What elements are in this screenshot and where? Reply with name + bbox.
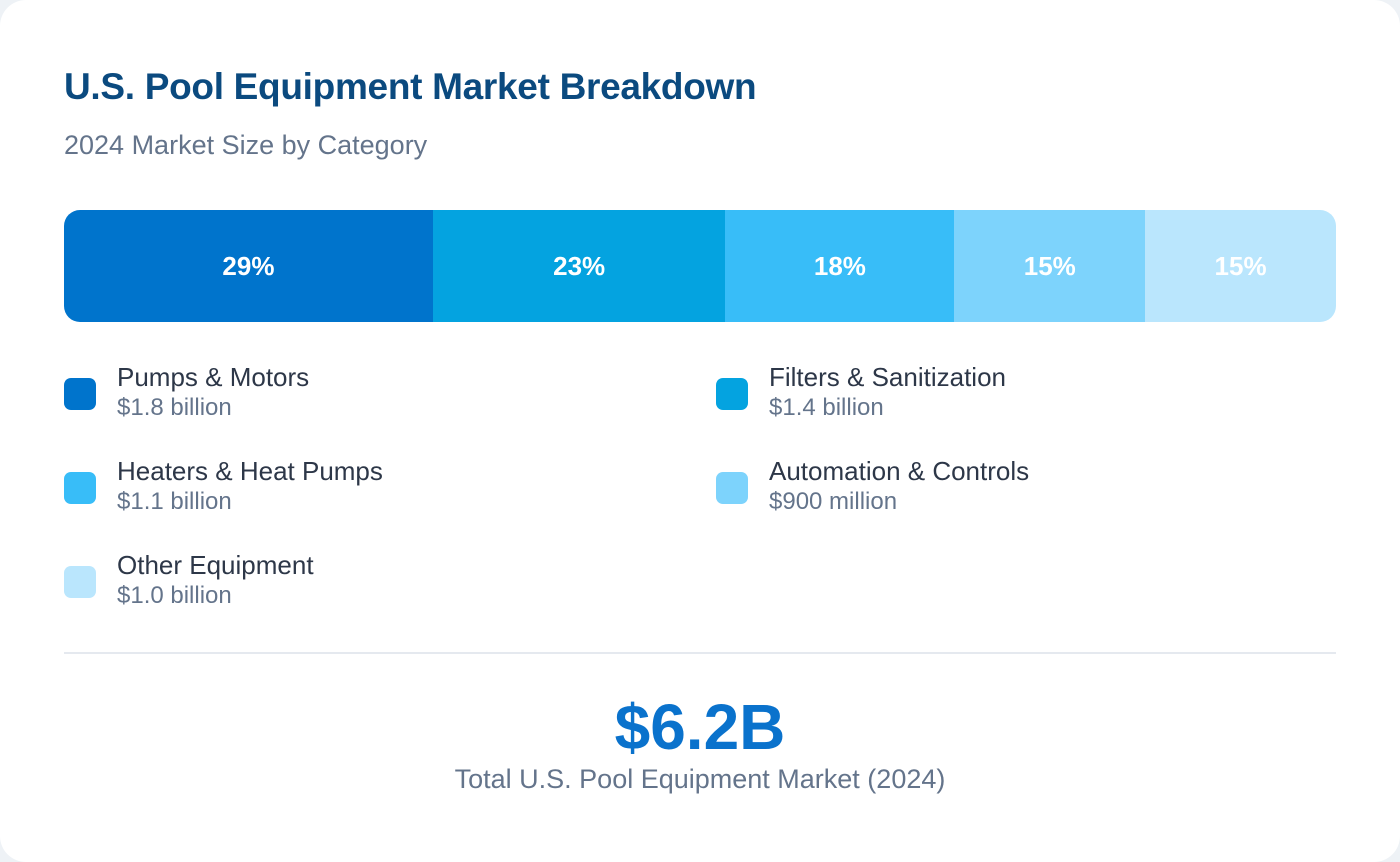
legend-value: $1.4 billion <box>769 394 884 421</box>
legend-name: Pumps & Motors <box>117 362 310 392</box>
bar-segment: 15% <box>1145 210 1336 322</box>
legend-name: Automation & Controls <box>769 456 1030 486</box>
chart-title: U.S. Pool Equipment Market Breakdown <box>64 66 757 107</box>
legend-name: Filters & Sanitization <box>769 362 1006 392</box>
bar-segment: 18% <box>725 210 955 322</box>
chart-subtitle: 2024 Market Size by Category <box>64 130 428 160</box>
legend-swatch <box>64 378 96 410</box>
segment-label: 15% <box>1214 250 1267 281</box>
segment-label: 23% <box>553 250 606 281</box>
legend-value: $1.0 billion <box>117 582 232 609</box>
legend-swatch <box>716 472 748 504</box>
legend-value: $1.8 billion <box>117 394 232 421</box>
legend-item: Automation & Controls $900 million <box>716 456 1316 526</box>
legend-name: Other Equipment <box>117 550 314 580</box>
divider <box>64 652 1336 654</box>
segment-label: 18% <box>813 250 866 281</box>
legend-item: Filters & Sanitization $1.4 billion <box>716 362 1316 432</box>
legend-value: $900 million <box>769 488 898 515</box>
legend-swatch <box>64 472 96 504</box>
legend-value: $1.1 billion <box>117 488 232 515</box>
total-label: Total U.S. Pool Equipment Market (2024) <box>454 764 946 794</box>
legend-item: Heaters & Heat Pumps $1.1 billion <box>64 456 664 526</box>
bar-segment: 23% <box>432 210 726 322</box>
legend-name: Heaters & Heat Pumps <box>117 456 383 486</box>
legend-swatch <box>716 378 748 410</box>
legend-swatch <box>64 566 96 598</box>
bar-segment: 29% <box>64 210 433 322</box>
segment-label: 15% <box>1023 250 1076 281</box>
stacked-bar: 29% 23% 18% 15% 15% <box>64 210 1336 322</box>
segment-label: 29% <box>222 250 275 281</box>
legend-item: Pumps & Motors $1.8 billion <box>64 362 664 432</box>
legend-item: Other Equipment $1.0 billion <box>64 550 664 620</box>
bar-segment: 15% <box>954 210 1146 322</box>
total-value: $6.2B <box>614 691 786 763</box>
